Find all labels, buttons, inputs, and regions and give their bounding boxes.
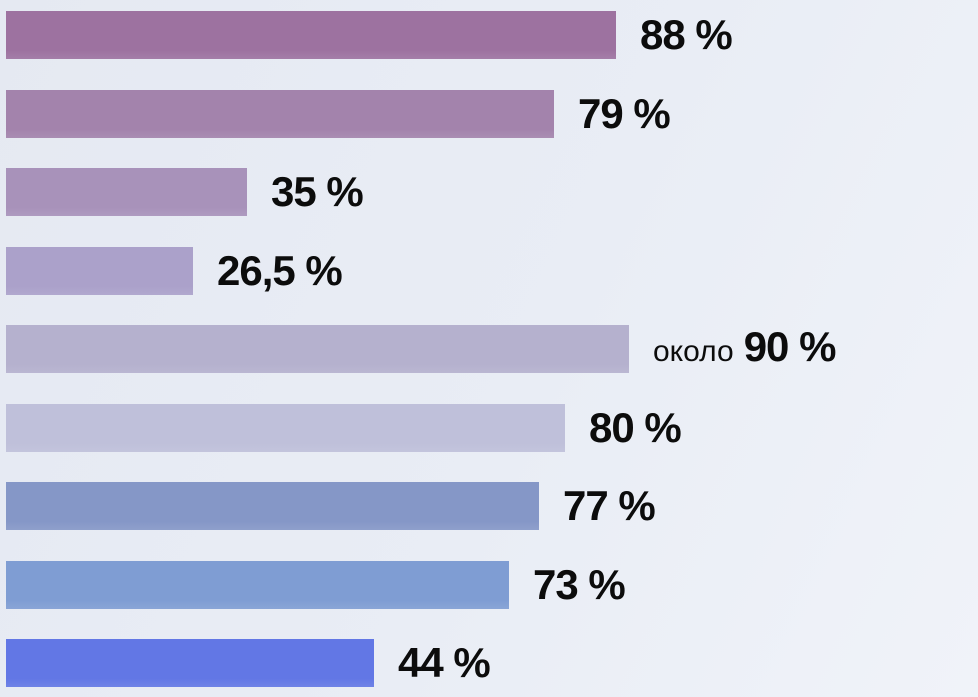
bar-value-text: 90 % xyxy=(743,322,837,370)
bar-row: 35 % xyxy=(6,168,978,216)
bar xyxy=(6,325,629,373)
bar-row: около 90 % xyxy=(6,322,978,376)
bar-value-text: 73 % xyxy=(533,560,626,608)
bar-row: 26,5 % xyxy=(6,246,978,295)
bar-row: 44 % xyxy=(6,639,978,687)
bar-value-label: 79 % xyxy=(578,89,671,138)
bar xyxy=(6,246,193,295)
bar xyxy=(6,560,509,609)
bar xyxy=(6,89,554,138)
bar-value-text: 77 % xyxy=(563,482,656,529)
bar-value-label: 80 % xyxy=(589,403,682,452)
bar-value-text: 44 % xyxy=(398,639,491,686)
bar-value-text: 35 % xyxy=(271,168,364,215)
bar-value-label: около 90 % xyxy=(653,322,837,376)
bar-value-text: 79 % xyxy=(578,89,671,137)
bar-value-label: 26,5 % xyxy=(217,246,343,295)
bar xyxy=(6,482,539,530)
bar-row: 88 % xyxy=(6,11,978,59)
bar-value-label: 44 % xyxy=(398,639,491,687)
bar xyxy=(6,639,374,687)
bar xyxy=(6,168,247,216)
bar-value-text: 26,5 % xyxy=(217,246,343,294)
bar-row: 73 % xyxy=(6,560,978,609)
bar-row: 79 % xyxy=(6,89,978,138)
bar xyxy=(6,11,616,59)
bar-value-label: 35 % xyxy=(271,168,364,216)
bar-value-label: 77 % xyxy=(563,482,656,530)
bar-value-prefix: около xyxy=(653,334,734,368)
bar-value-text: 80 % xyxy=(589,403,682,451)
bar-value-label: 88 % xyxy=(640,11,733,59)
bar-value-label: 73 % xyxy=(533,560,626,609)
bar-row: 77 % xyxy=(6,482,978,530)
bar-row: 80 % xyxy=(6,403,978,452)
bar-value-text: 88 % xyxy=(640,11,733,58)
bar xyxy=(6,403,565,452)
